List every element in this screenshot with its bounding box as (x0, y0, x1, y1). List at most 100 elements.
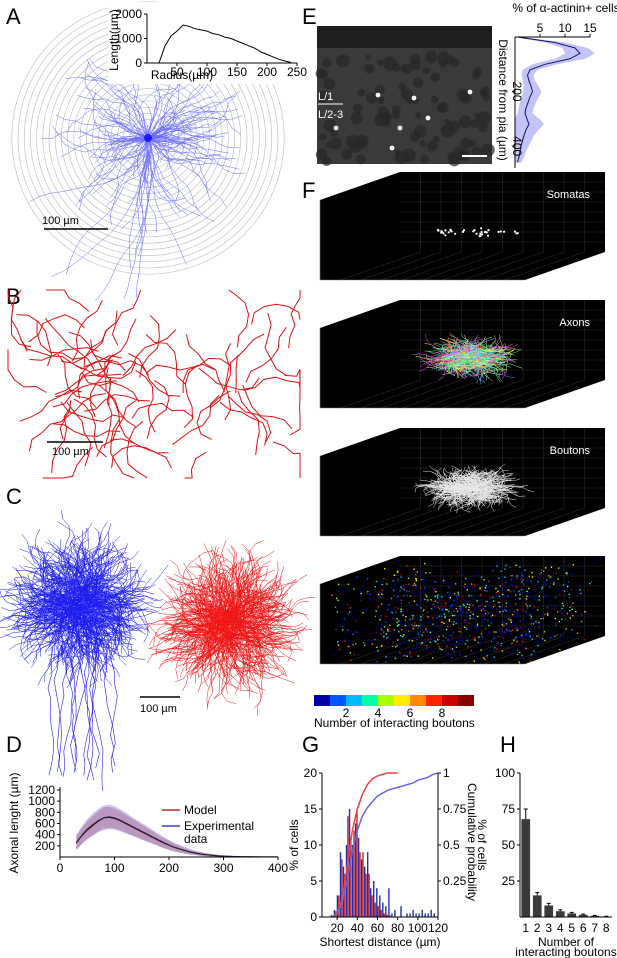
h-x-label-2: interacting boutons (515, 945, 616, 958)
box-2 (319, 428, 605, 537)
inset-x-tick: 100 (197, 65, 217, 79)
bar-model (371, 895, 373, 917)
scalebar-c-label: 100 µm (140, 703, 177, 715)
bar-experimental (430, 909, 432, 917)
bar-experimental (348, 809, 351, 917)
bar-model (356, 809, 358, 917)
scalebar-b: 100 µm (47, 441, 103, 458)
g-y2-label: Cumulative probability (465, 783, 479, 901)
bar-experimental (400, 906, 402, 917)
h-x-tick: 2 (534, 921, 541, 935)
bar-model (350, 837, 352, 917)
h-bar (567, 913, 577, 917)
panel-label-e: E (302, 4, 317, 29)
d-y-tick: 800 (35, 805, 55, 819)
h-bar (532, 895, 542, 917)
bar-experimental (388, 888, 390, 917)
bar-experimental (427, 913, 429, 917)
h-x-tick: 1 (522, 921, 529, 935)
micrograph: L/1 L/2-3 (315, 26, 495, 167)
g-x-tick: 20 (330, 921, 344, 935)
h-x-label-1: Number of (538, 935, 595, 949)
bar-experimental (379, 895, 381, 917)
legend-model-label: Model (184, 803, 217, 817)
axonal-length-chart: 0 100 200 300 40020040060080010001200Axonal … (7, 773, 288, 875)
colorbar-label: Number of interacting boutons (314, 716, 475, 730)
box-1 (319, 300, 605, 409)
h-y-tick: 25 (502, 874, 516, 888)
d-y-tick: 600 (35, 817, 55, 831)
g-x-tick: 100 (408, 921, 428, 935)
inset-x-tick: 200 (257, 65, 277, 79)
inset-y-tick: 2000 (115, 7, 142, 21)
bar-model (338, 895, 340, 917)
layer-23-label: L/2-3 (318, 109, 343, 121)
bar-experimental (354, 823, 357, 917)
colorbar-tick: 4 (375, 706, 382, 720)
panel-label-d: D (6, 732, 22, 757)
colorbar-tick: 2 (343, 706, 350, 720)
panel-label-h: H (500, 732, 516, 757)
colorbar-tick: 6 (407, 706, 414, 720)
g-y2-tick: 1 (443, 766, 450, 780)
panel-label-g: G (302, 732, 319, 757)
g-y2-tick: 0.5 (443, 838, 460, 852)
box-label-2: Boutons (550, 445, 591, 457)
bar-experimental (357, 837, 360, 917)
g-y2-tick: 0.75 (443, 802, 467, 816)
bar-model (383, 913, 385, 917)
box-label-0: Somatas (547, 189, 591, 201)
bar-experimental (385, 906, 387, 917)
profile-x-tick: 10 (558, 21, 572, 35)
bar-experimental (370, 888, 372, 917)
inset-y-tick: 1000 (115, 32, 142, 46)
panel-label-c: C (6, 484, 22, 509)
axon-cloud-model (141, 540, 316, 716)
g-x-tick: 80 (391, 921, 405, 935)
d-x-tick: 300 (213, 861, 233, 875)
d-x-tick: 0 (57, 861, 64, 875)
bar-model (368, 873, 370, 917)
bar-experimental (360, 859, 363, 917)
d-x-tick: 200 (159, 861, 179, 875)
bar-experimental (336, 895, 339, 917)
box-0 (319, 172, 605, 281)
h-bar (590, 915, 600, 917)
cortex-3d-boxes: Somatas Axons Boutons 100 µm 20 µm 2 4 6 8Number… (314, 172, 605, 730)
g-y-tick: 0 (310, 910, 317, 924)
h-x-tick: 8 (603, 921, 610, 935)
inset-x-tick: 150 (227, 65, 247, 79)
bar-experimental (367, 852, 369, 917)
bar-model (341, 859, 343, 917)
axon-cloud-experimental (0, 510, 169, 791)
box-label-1: Axons (559, 317, 590, 329)
bar-experimental (330, 914, 333, 917)
bar-model (374, 902, 376, 917)
scalebar-c: 100 µm (140, 696, 180, 715)
g-x-tick: 40 (351, 921, 365, 935)
inset-x-tick: 50 (170, 65, 184, 79)
h-y-tick: 75 (502, 802, 516, 816)
bar-experimental (412, 909, 414, 917)
actinin-depth-profile: 5 10 15 200 400 % of α-actinin+ cells Distance… (496, 1, 617, 168)
bar-experimental (406, 913, 408, 917)
h-x-tick: 6 (580, 921, 587, 935)
profile-y-tick: 200 (510, 82, 524, 102)
bar-model (362, 852, 364, 917)
d-y-tick: 1000 (28, 794, 55, 808)
h-y-tick: 100 (495, 766, 515, 780)
g-x-tick: 120 (428, 921, 448, 935)
inset-y-tick: 0 (135, 56, 142, 70)
bar-experimental (391, 913, 393, 917)
inset-x-tick: 250 (287, 65, 307, 79)
bar-experimental (409, 913, 411, 917)
panel-label-f: F (302, 178, 315, 203)
d-y-label: Axonal lenght (µm) (7, 773, 21, 874)
g-y-tick: 10 (304, 838, 318, 852)
g-x-label: Shortest distance (µm) (320, 935, 441, 949)
band-model (76, 806, 278, 857)
bar-experimental (424, 913, 426, 917)
bar-experimental (421, 909, 423, 917)
bar-model (359, 852, 361, 917)
